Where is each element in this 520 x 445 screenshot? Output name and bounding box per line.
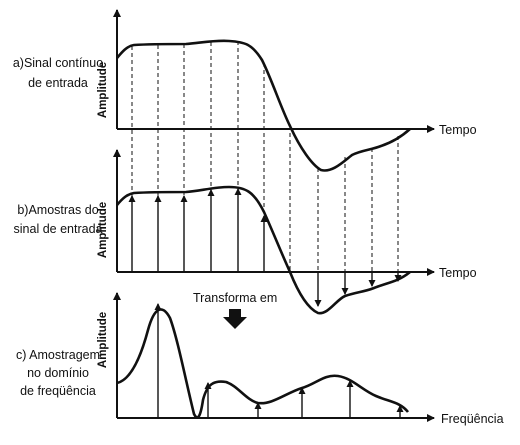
sample-arrows: [128, 188, 402, 307]
panel-a: a)Sinal contínuo de entrada Amplitude Te…: [13, 9, 477, 172]
panel-c: c) Amostragem no domínio de freqüência A…: [16, 292, 504, 426]
projection-lines: [131, 41, 399, 300]
panel-b-label-line-2: sinal de entrada: [14, 222, 103, 236]
panel-b-signal-curve: [116, 185, 411, 315]
panel-b-label-line-1: b)Amostras do: [17, 203, 98, 217]
transform-label: Transforma em: [193, 291, 277, 305]
panel-b-x-axis-label: Tempo: [439, 266, 477, 280]
panel-b: b)Amostras do sinal de entrada Amplitude…: [14, 149, 477, 315]
panel-c-spectrum-curve: [116, 308, 410, 419]
panel-a-label-line-2: de entrada: [28, 76, 88, 90]
panel-c-y-axis-label: Amplitude: [97, 312, 109, 368]
panel-c-x-axis-label: Freqüência: [441, 412, 504, 426]
panel-b-y-axis-label: Amplitude: [97, 202, 109, 258]
panel-a-label-line-1: a)Sinal contínuo: [13, 56, 103, 70]
panel-a-x-axis-label: Tempo: [439, 123, 477, 137]
panel-c-label-line-3: de freqüência: [20, 384, 96, 398]
panel-c-label-line-2: no domínio: [27, 366, 89, 380]
panel-a-signal-curve: [116, 39, 411, 172]
panel-a-y-axis-label: Amplitude: [97, 62, 109, 118]
panel-c-label-line-1: c) Amostragem: [16, 348, 100, 362]
down-arrow-icon: [223, 309, 247, 329]
spectrum-arrows: [154, 303, 404, 418]
